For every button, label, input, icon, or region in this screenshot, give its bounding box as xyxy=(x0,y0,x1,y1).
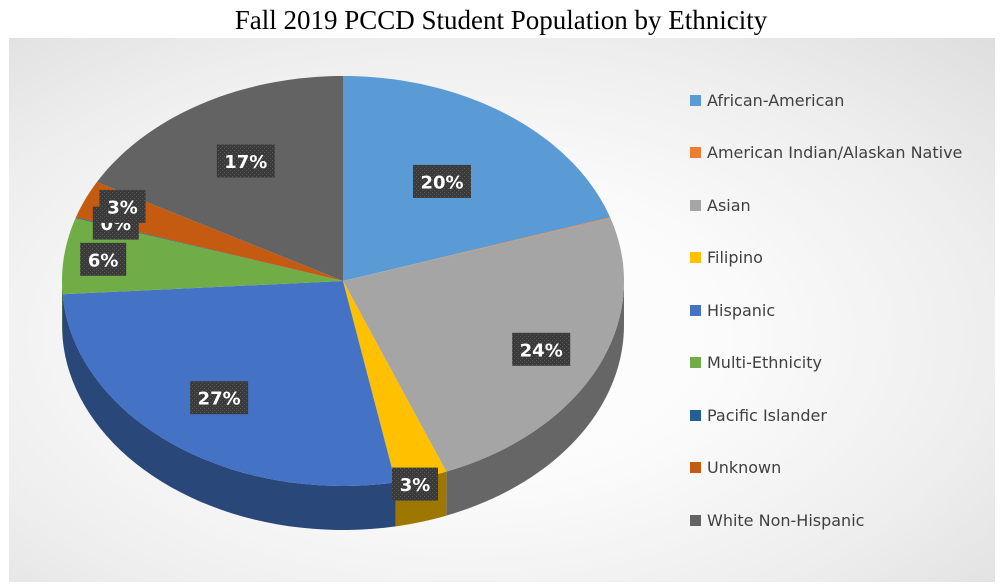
pie-side-asian xyxy=(446,281,624,516)
pie-side-hispanic xyxy=(62,294,396,530)
legend-swatch xyxy=(690,514,701,526)
data-label-text: 27% xyxy=(198,389,241,410)
pie-slice-african-american xyxy=(343,76,611,281)
data-label-text: 24% xyxy=(520,340,563,361)
data-label-box xyxy=(413,164,471,198)
data-label-box xyxy=(216,144,275,178)
legend-label: African-American xyxy=(707,90,845,110)
legend-label: American Indian/Alaskan Native xyxy=(707,143,963,162)
legend-item-unknown: Unknown xyxy=(690,456,781,480)
chart-title: Fall 2019 PCCD Student Population by Eth… xyxy=(234,5,768,35)
data-label-box xyxy=(80,242,127,276)
data-label-multi-ethnicity: 6% xyxy=(80,242,127,276)
legend-item-hispanic: Hispanic xyxy=(690,298,775,322)
data-label-box xyxy=(99,189,146,223)
data-label-text: 20% xyxy=(420,172,463,193)
legend-label: Filipino xyxy=(707,248,763,267)
legend-swatch xyxy=(690,357,701,368)
data-label-box xyxy=(190,381,249,415)
legend-item-pacific-islander: Pacific Islander xyxy=(690,403,827,427)
legend-swatch xyxy=(690,94,701,106)
legend-item-american-indian-alaskan-native: American Indian/Alaskan Native xyxy=(690,141,962,165)
pie-slice-asian xyxy=(343,218,624,472)
legend-item-multi-ethnicity: Multi-Ethnicity xyxy=(690,351,822,375)
legend-item-filipino: Filipino xyxy=(690,246,763,270)
legend-label: Unknown xyxy=(707,458,782,477)
data-label-hispanic: 27% xyxy=(190,381,249,415)
pie-side-multi-ethnicity xyxy=(62,281,63,339)
data-label-white-non-hispanic: 17% xyxy=(216,144,275,178)
data-label-text: 3% xyxy=(400,475,431,496)
pie-data-labels: 20%24%3%27%6%0%3%17% xyxy=(80,144,571,501)
pie-slices xyxy=(62,76,624,486)
legend-label: Multi-Ethnicity xyxy=(707,353,822,372)
data-label-african-american: 20% xyxy=(413,164,471,198)
legend-item-white-non-hispanic: White Non-Hispanic xyxy=(690,508,864,532)
legend-swatch xyxy=(690,462,701,473)
legend-swatch xyxy=(690,252,701,263)
pie-slice-filipino xyxy=(343,281,447,483)
legend-swatch xyxy=(690,304,701,316)
data-label-filipino: 3% xyxy=(392,467,438,501)
data-label-text: 17% xyxy=(224,152,267,173)
data-label-text: 6% xyxy=(88,250,119,271)
legend: African-American American Indian/Alaskan … xyxy=(690,0,990,584)
legend-label: Hispanic xyxy=(707,300,776,320)
pie-slice-american-indian-alaskan-native xyxy=(343,217,611,281)
data-label-box xyxy=(392,467,438,501)
data-label-box xyxy=(512,332,571,366)
legend-label: Asian xyxy=(707,195,751,215)
pie-slice-white-non-hispanic xyxy=(96,76,343,281)
legend-swatch xyxy=(690,409,701,421)
legend-item-african-american: African-American xyxy=(690,88,844,112)
legend-label: White Non-Hispanic xyxy=(707,510,865,530)
legend-item-asian: Asian xyxy=(690,193,751,217)
legend-label: Pacific Islander xyxy=(707,405,827,425)
data-label-unknown: 3% xyxy=(99,189,146,223)
legend-swatch xyxy=(690,147,701,158)
legend-swatch xyxy=(690,199,701,211)
data-label-asian: 24% xyxy=(512,332,571,366)
data-label-text: 3% xyxy=(107,197,138,218)
pie-slice-pacific-islander xyxy=(75,217,344,281)
